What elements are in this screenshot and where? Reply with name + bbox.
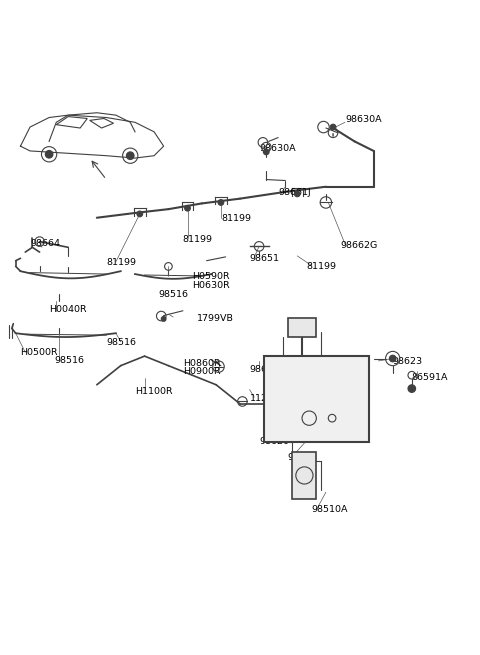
Text: 98662G: 98662G: [340, 241, 377, 250]
Circle shape: [45, 151, 53, 158]
Circle shape: [137, 211, 143, 217]
Text: 98510A: 98510A: [312, 505, 348, 514]
Bar: [292, 451, 316, 499]
Text: H0590R: H0590R: [192, 272, 230, 282]
Circle shape: [294, 191, 300, 196]
Text: 98651: 98651: [250, 253, 279, 263]
Circle shape: [161, 316, 166, 322]
Bar: [264, 356, 369, 442]
Text: 98653: 98653: [250, 365, 280, 374]
Circle shape: [389, 355, 396, 362]
Text: 98516: 98516: [159, 290, 189, 299]
Text: H0040R: H0040R: [49, 305, 87, 314]
Text: 81199: 81199: [221, 214, 251, 223]
Text: H0630R: H0630R: [192, 281, 230, 290]
Text: 81199: 81199: [307, 262, 337, 271]
Circle shape: [185, 205, 191, 211]
Text: 81199: 81199: [183, 234, 213, 244]
Text: 98516: 98516: [107, 338, 136, 347]
Circle shape: [330, 124, 336, 130]
Text: 1125GB: 1125GB: [250, 394, 287, 403]
Text: H0860R: H0860R: [183, 359, 220, 368]
Text: H0900R: H0900R: [183, 367, 220, 377]
Circle shape: [218, 200, 224, 205]
Bar: [288, 318, 316, 337]
Circle shape: [126, 152, 134, 160]
Text: 98622: 98622: [288, 453, 318, 462]
Text: 1799VB: 1799VB: [197, 314, 234, 324]
Text: 98516: 98516: [54, 356, 84, 365]
Text: H0500R: H0500R: [21, 348, 58, 357]
Text: 98630A: 98630A: [345, 115, 382, 124]
Text: 86591A: 86591A: [412, 373, 448, 382]
Text: 81199: 81199: [107, 258, 136, 267]
Text: 98661J: 98661J: [278, 189, 311, 197]
Text: 98620: 98620: [259, 437, 289, 445]
Text: 98664: 98664: [30, 240, 60, 248]
Circle shape: [408, 384, 416, 392]
Circle shape: [264, 149, 269, 155]
Text: 98630A: 98630A: [259, 144, 296, 153]
Text: 98623: 98623: [393, 358, 423, 366]
Text: H1100R: H1100R: [135, 387, 173, 396]
